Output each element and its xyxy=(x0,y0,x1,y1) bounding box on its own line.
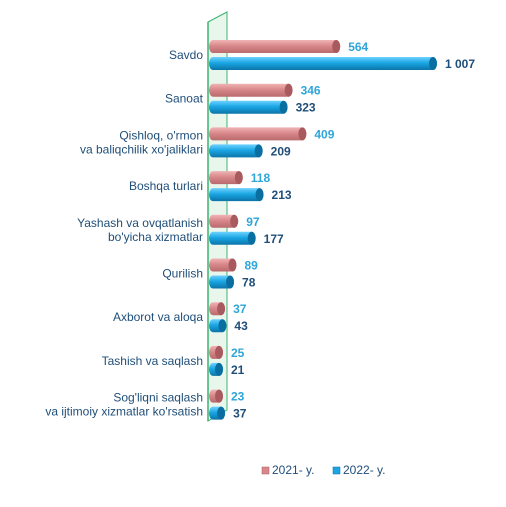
bar-2022-cap xyxy=(226,275,235,289)
bar-2021-cap xyxy=(234,171,243,185)
value-label-2021: 118 xyxy=(251,171,271,185)
value-label-2022: 21 xyxy=(231,363,245,377)
category-label: Sog'liqni saqlash xyxy=(113,391,203,405)
bar-2022 xyxy=(209,231,256,245)
value-label-2022: 213 xyxy=(272,188,292,202)
legend: 2021- y. 2022- y. xyxy=(261,463,385,477)
bar-2021-cap xyxy=(215,389,223,403)
value-label-2021: 37 xyxy=(233,302,247,316)
value-label-2021: 89 xyxy=(244,259,258,273)
value-label-2021: 346 xyxy=(301,84,321,98)
bar-2022-cap xyxy=(254,144,263,158)
bar-2022 xyxy=(209,188,264,202)
value-label-2021: 25 xyxy=(231,346,245,360)
category-label: Savdo xyxy=(169,48,203,62)
value-label-2021: 97 xyxy=(246,215,260,229)
bar-2021-cap xyxy=(298,127,307,141)
bar-2021-cap xyxy=(215,345,223,359)
category-label: Qurilish xyxy=(162,267,203,281)
category-label: va baliqchilik xo'jaliklari xyxy=(80,142,203,156)
bar-2021-cap xyxy=(230,214,239,228)
value-label-2022: 177 xyxy=(264,232,284,246)
category-label: Boshqa turlari xyxy=(129,179,203,193)
legend-swatch-2021 xyxy=(261,466,270,475)
legend-label-2021: 2021- y. xyxy=(272,463,314,477)
bar-2022-cap xyxy=(247,231,256,245)
bar-2022-cap xyxy=(255,188,264,202)
value-label-2021: 409 xyxy=(314,127,334,141)
category-label: Sanoat xyxy=(165,92,204,106)
bar-2021 xyxy=(209,40,341,53)
value-label-2022: 1 007 xyxy=(445,57,475,71)
bar-2022 xyxy=(209,144,263,158)
labels-layer: Savdo 564 1 007 Sanoat 346 323 Qishloq, o'rmon… xyxy=(45,40,475,421)
category-label: Yashash va ovqatlanish xyxy=(77,216,203,230)
bar-2022-cap xyxy=(215,362,223,376)
bar-2022-cap xyxy=(429,57,437,70)
category-label: Qishloq, o'rmon xyxy=(119,128,203,142)
bar-2021 xyxy=(209,171,243,185)
bars-layer xyxy=(209,40,437,420)
legend-swatch-2022 xyxy=(332,466,341,475)
value-label-2021: 564 xyxy=(348,40,368,54)
bar-2021-cap xyxy=(284,83,293,97)
value-label-2022: 78 xyxy=(242,276,256,290)
category-label: Axborot va aloqa xyxy=(113,310,203,324)
value-label-2022: 37 xyxy=(233,407,247,421)
bar-2022-cap xyxy=(279,100,288,114)
category-label: Tashish va saqlash xyxy=(102,354,203,368)
bar-2021-cap xyxy=(228,258,237,272)
bar-2022-cap xyxy=(218,319,227,333)
category-label: va ijtimoiy xizmatlar ko'rsatish xyxy=(45,405,203,419)
bar-2022-cap xyxy=(217,406,226,420)
bar-2021-cap xyxy=(332,40,341,53)
value-label-2022: 209 xyxy=(271,144,291,158)
bar-2021 xyxy=(209,83,293,97)
value-label-2022: 43 xyxy=(234,319,248,333)
legend-label-2022: 2022- y. xyxy=(343,463,385,477)
bar-2021-cap xyxy=(217,302,226,316)
value-label-2021: 23 xyxy=(231,390,245,404)
bar-2022 xyxy=(209,57,437,70)
bar-2021 xyxy=(209,127,307,141)
bar-2022 xyxy=(209,100,288,114)
value-label-2022: 323 xyxy=(296,101,316,115)
category-label: bo'yicha xizmatlar xyxy=(108,230,203,244)
